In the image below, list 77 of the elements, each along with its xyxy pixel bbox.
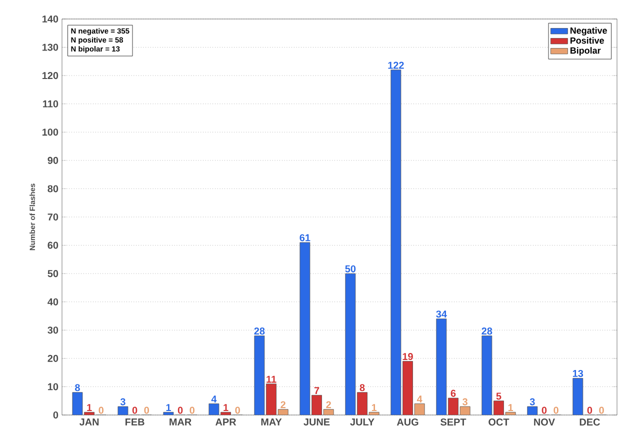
data-label: 1 (224, 404, 228, 411)
data-label: 4 (211, 396, 217, 402)
bar (572, 378, 584, 415)
bar (357, 392, 368, 415)
x-tick-label: SEPT (440, 418, 466, 426)
y-tick-label: 0 (53, 411, 58, 419)
data-label: 0 (178, 406, 183, 414)
y-tick-label: 40 (48, 298, 58, 306)
data-label: 1 (372, 404, 377, 411)
data-label: 2 (326, 401, 331, 408)
x-tick-label: DEC (580, 418, 600, 426)
data-label: 7 (314, 387, 320, 394)
x-tick-label: OCT (488, 418, 510, 426)
legend-label: Positive (570, 37, 604, 44)
data-label: 0 (144, 406, 149, 414)
bar (345, 273, 356, 415)
y-tick-label: 80 (48, 185, 58, 192)
data-label: 0 (132, 406, 138, 414)
data-label: 13 (572, 370, 584, 378)
bar (494, 400, 504, 415)
data-label: 50 (345, 265, 356, 272)
y-tick-label: 90 (48, 156, 58, 164)
y-tick-label: 30 (48, 326, 58, 334)
x-tick-label: JUNE (304, 418, 330, 426)
y-tick-label: 10 (48, 383, 58, 390)
data-label: 0 (542, 406, 547, 414)
data-label: 0 (587, 406, 592, 414)
y-tick-label: 140 (42, 15, 58, 23)
y-tick-label: 130 (42, 44, 58, 51)
y-tick-label: 20 (48, 354, 58, 362)
data-label: 0 (599, 406, 604, 414)
bar (390, 70, 402, 415)
data-label: 5 (496, 392, 502, 400)
x-tick-label: FEB (125, 418, 144, 426)
legend-label: Negative (570, 27, 607, 36)
data-label: 122 (388, 62, 404, 69)
y-tick-label: 60 (48, 242, 58, 249)
data-label: 28 (254, 328, 265, 335)
data-label: 4 (416, 396, 422, 402)
data-label: 0 (235, 406, 240, 414)
bar (448, 398, 458, 415)
data-label: 28 (482, 328, 492, 335)
data-label: 8 (360, 384, 365, 392)
x-tick-label: APR (216, 418, 236, 426)
bar (312, 395, 322, 415)
data-label: 1 (166, 404, 171, 411)
data-label: 2 (280, 401, 286, 408)
y-tick-label: 100 (42, 128, 58, 136)
data-label: 0 (190, 406, 194, 414)
data-label: 0 (554, 406, 558, 414)
x-tick-label: MAR (170, 418, 192, 426)
legend-label: Bipolar (570, 47, 601, 56)
bar (266, 384, 276, 415)
x-tick-label: JULY (350, 418, 374, 426)
bar (482, 336, 492, 415)
data-label: 8 (75, 384, 80, 392)
data-label: 3 (530, 398, 535, 406)
bar (402, 361, 413, 415)
data-label: 19 (402, 353, 413, 360)
data-label: 6 (450, 390, 456, 397)
y-tick-label: 70 (48, 213, 58, 221)
y-tick-label: 110 (43, 100, 58, 108)
data-label: 3 (462, 398, 468, 406)
bar (436, 318, 446, 415)
y-tick-label: 120 (42, 72, 58, 80)
data-label: 1 (87, 404, 92, 411)
data-label: 61 (300, 234, 310, 242)
x-tick-label: NOV (534, 418, 555, 426)
data-label: 0 (98, 406, 104, 414)
data-label: 34 (436, 310, 447, 318)
x-tick-label: MAY (261, 418, 282, 426)
x-tick-label: AUG (396, 418, 418, 426)
x-tick-label: JAN (79, 418, 99, 426)
data-label: 3 (120, 398, 126, 406)
y-tick-label: 50 (48, 270, 58, 278)
data-label: 1 (508, 404, 514, 411)
data-label: 11 (266, 376, 276, 383)
